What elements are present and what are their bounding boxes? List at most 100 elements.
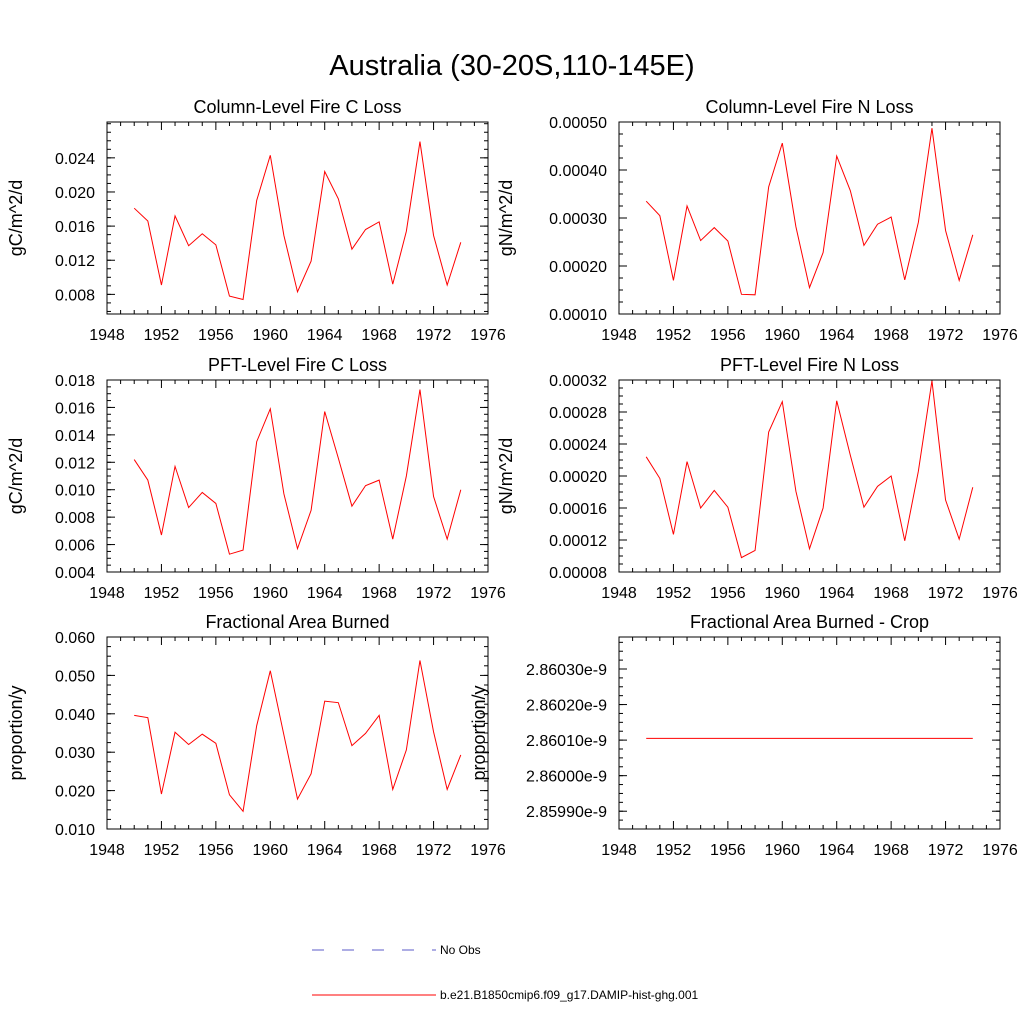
x-tick-label: 1972 [416, 842, 452, 859]
panel-title: Column-Level Fire N Loss [705, 97, 913, 117]
panel-0: Column-Level Fire C Loss 1948 1952 1956 1960… [6, 97, 506, 344]
x-tick-label: 1976 [470, 842, 506, 859]
panel-title: PFT-Level Fire C Loss [208, 355, 387, 375]
x-tick-label: 1952 [144, 585, 180, 602]
x-tick-label: 1964 [819, 327, 855, 344]
series-line [133, 141, 462, 301]
x-tick-label: 1964 [819, 585, 855, 602]
y-tick-label: 0.024 [55, 151, 95, 168]
series-line [133, 389, 462, 555]
y-tick-label: 0.016 [55, 219, 95, 236]
legend: No Obs b.e21.B1850cmip6.f09_g17.DAMIP-hi… [312, 943, 698, 1002]
y-axis-label: gN/m^2/d [496, 438, 516, 514]
y-tick-label: 0.00032 [549, 373, 607, 390]
x-tick-label: 1972 [416, 585, 452, 602]
x-tick-label: 1956 [198, 585, 234, 602]
x-tick-label: 1948 [601, 327, 637, 344]
y-axis-label: proportion/y [6, 685, 26, 780]
x-tick-label: 1952 [656, 327, 692, 344]
y-axis-label: gN/m^2/d [496, 180, 516, 256]
y-tick-label: 0.004 [55, 565, 95, 582]
figure-title: Australia (30-20S,110-145E) [329, 50, 694, 82]
y-tick-label: 0.00024 [549, 437, 607, 454]
series-line [645, 128, 974, 296]
x-tick-label: 1956 [198, 327, 234, 344]
x-tick-label: 1960 [764, 585, 800, 602]
y-tick-label: 0.00028 [549, 405, 607, 422]
y-axis-label: proportion/y [469, 685, 489, 780]
x-tick-label: 1976 [470, 327, 506, 344]
y-tick-label: 2.86030e-9 [526, 662, 607, 679]
series-line [134, 660, 462, 813]
x-tick-label: 1964 [819, 842, 855, 859]
panel-5: Fractional Area Burned - Crop 1948 1952 195… [469, 612, 1018, 859]
x-tick-label: 1956 [710, 327, 746, 344]
y-tick-label: 0.010 [55, 483, 95, 500]
panel-2: PFT-Level Fire C Loss 1948 1952 1956 1960 196… [6, 355, 506, 602]
panel-4: Fractional Area Burned 1948 1952 1956 1960 19… [6, 612, 506, 859]
y-tick-label: 0.00030 [549, 211, 607, 228]
x-tick-label: 1972 [928, 327, 964, 344]
x-tick-label: 1956 [710, 585, 746, 602]
y-tick-label: 0.00016 [549, 501, 607, 518]
y-tick-label: 0.00020 [549, 469, 607, 486]
panel-title: Fractional Area Burned - Crop [690, 612, 929, 632]
x-tick-label: 1952 [144, 327, 180, 344]
y-tick-label: 0.00012 [549, 533, 607, 550]
y-tick-label: 0.010 [55, 822, 95, 839]
x-tick-label: 1968 [873, 842, 909, 859]
panel-1: Column-Level Fire N Loss 1948 1952 1956 1960… [496, 97, 1018, 344]
x-tick-label: 1952 [144, 842, 180, 859]
y-tick-label: 0.012 [55, 253, 95, 270]
x-tick-label: 1960 [764, 842, 800, 859]
x-tick-label: 1964 [307, 842, 343, 859]
y-tick-label: 0.014 [55, 428, 95, 445]
x-tick-label: 1960 [252, 327, 288, 344]
x-tick-label: 1948 [89, 327, 125, 344]
y-axis-label: gC/m^2/d [6, 180, 26, 256]
x-tick-label: 1948 [601, 585, 637, 602]
y-tick-label: 0.040 [55, 707, 95, 724]
x-tick-label: 1976 [982, 327, 1018, 344]
panel-title: Fractional Area Burned [205, 612, 389, 632]
panels: Column-Level Fire C Loss 1948 1952 1956 1960… [6, 97, 1018, 859]
x-tick-label: 1964 [307, 327, 343, 344]
y-tick-label: 2.86000e-9 [526, 769, 607, 786]
panel-title: PFT-Level Fire N Loss [720, 355, 899, 375]
x-tick-label: 1956 [198, 842, 234, 859]
x-tick-label: 1968 [873, 327, 909, 344]
y-tick-label: 0.020 [55, 784, 95, 801]
x-tick-label: 1948 [89, 585, 125, 602]
x-tick-label: 1976 [982, 842, 1018, 859]
x-tick-label: 1968 [361, 327, 397, 344]
y-tick-label: 0.008 [55, 510, 95, 527]
y-tick-label: 2.86010e-9 [526, 733, 607, 750]
x-tick-label: 1960 [764, 327, 800, 344]
y-tick-label: 0.006 [55, 538, 95, 555]
x-tick-label: 1956 [710, 842, 746, 859]
series-line [645, 380, 974, 559]
y-tick-label: 0.012 [55, 455, 95, 472]
x-tick-label: 1952 [656, 585, 692, 602]
x-tick-label: 1972 [928, 585, 964, 602]
y-tick-label: 0.00020 [549, 259, 607, 276]
x-tick-label: 1976 [982, 585, 1018, 602]
x-tick-label: 1948 [601, 842, 637, 859]
y-tick-label: 0.016 [55, 400, 95, 417]
y-tick-label: 0.008 [55, 287, 95, 304]
x-tick-label: 1952 [656, 842, 692, 859]
y-tick-label: 0.050 [55, 668, 95, 685]
x-tick-label: 1964 [307, 585, 343, 602]
x-tick-label: 1976 [470, 585, 506, 602]
y-tick-label: 2.86020e-9 [526, 698, 607, 715]
y-tick-label: 0.060 [55, 630, 95, 647]
y-tick-label: 0.00040 [549, 163, 607, 180]
y-tick-label: 2.85990e-9 [526, 804, 607, 821]
y-axis-label: gC/m^2/d [6, 438, 26, 514]
x-tick-label: 1960 [252, 585, 288, 602]
y-tick-label: 0.00050 [549, 115, 607, 132]
y-tick-label: 0.00008 [549, 565, 607, 582]
y-tick-label: 0.00010 [549, 307, 607, 324]
